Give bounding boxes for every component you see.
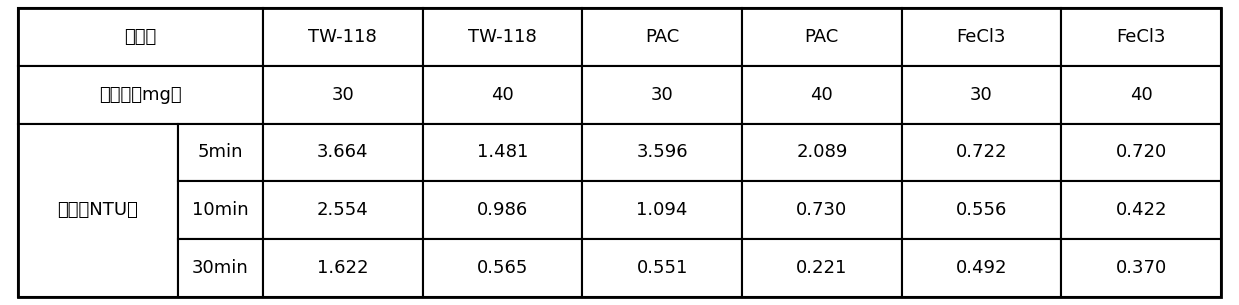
Text: PAC: PAC [804,28,839,46]
Text: 0.986: 0.986 [477,201,528,219]
Bar [582,181,742,239]
Text: 0.730: 0.730 [797,201,847,219]
Bar [902,181,1062,239]
Bar [902,8,1062,66]
Text: TW-118: TW-118 [468,28,536,46]
Bar [263,66,422,124]
Text: 0.551: 0.551 [637,259,688,277]
Text: 40: 40 [810,86,833,104]
Text: 30min: 30min [192,259,249,277]
Bar [422,8,582,66]
Bar [19,8,263,66]
Text: 0.722: 0.722 [955,143,1007,162]
Bar [178,239,263,297]
Text: 2.089: 2.089 [797,143,847,162]
Bar [742,124,902,181]
Bar [582,66,742,124]
Bar [1062,239,1220,297]
Text: 加药量（mg）: 加药量（mg） [99,86,182,104]
Text: 1.094: 1.094 [637,201,688,219]
Bar [1062,8,1220,66]
Text: 0.565: 0.565 [477,259,528,277]
Text: 0.221: 0.221 [797,259,847,277]
Bar [742,239,902,297]
Text: 10min: 10min [192,201,249,219]
Text: 0.370: 0.370 [1115,259,1167,277]
Text: 30: 30 [650,86,674,104]
Bar [263,181,422,239]
Text: 30: 30 [332,86,354,104]
Bar [582,8,742,66]
Text: 30: 30 [970,86,992,104]
Bar [902,66,1062,124]
Text: FeCl3: FeCl3 [1116,28,1166,46]
Bar [178,124,263,181]
Text: 3.596: 3.596 [637,143,688,162]
Bar [582,124,742,181]
Text: 3.664: 3.664 [317,143,368,162]
Bar [422,124,582,181]
Bar [742,66,902,124]
Text: 40: 40 [1130,86,1152,104]
Bar [422,66,582,124]
Bar [263,239,422,297]
Text: 0.556: 0.556 [955,201,1007,219]
Text: PAC: PAC [646,28,679,46]
Text: 0.422: 0.422 [1115,201,1167,219]
Text: 余浊（NTU）: 余浊（NTU） [57,201,139,219]
Text: 5min: 5min [198,143,243,162]
Text: 40: 40 [491,86,514,104]
Bar [902,124,1062,181]
Text: 絮凝剑: 絮凝剑 [124,28,156,46]
Bar [742,8,902,66]
Bar [263,124,422,181]
Bar [263,8,422,66]
Bar [178,181,263,239]
Text: 1.622: 1.622 [317,259,368,277]
Text: 2.554: 2.554 [317,201,369,219]
Bar [902,239,1062,297]
Bar [1062,124,1220,181]
Bar [1062,66,1220,124]
Text: FeCl3: FeCl3 [957,28,1006,46]
Text: 1.481: 1.481 [477,143,528,162]
Bar [19,124,178,297]
Bar [422,181,582,239]
Bar [422,239,582,297]
Text: 0.492: 0.492 [955,259,1007,277]
Bar [742,181,902,239]
Text: TW-118: TW-118 [309,28,377,46]
Text: 0.720: 0.720 [1115,143,1167,162]
Bar [19,66,263,124]
Bar [582,239,742,297]
Bar [1062,181,1220,239]
